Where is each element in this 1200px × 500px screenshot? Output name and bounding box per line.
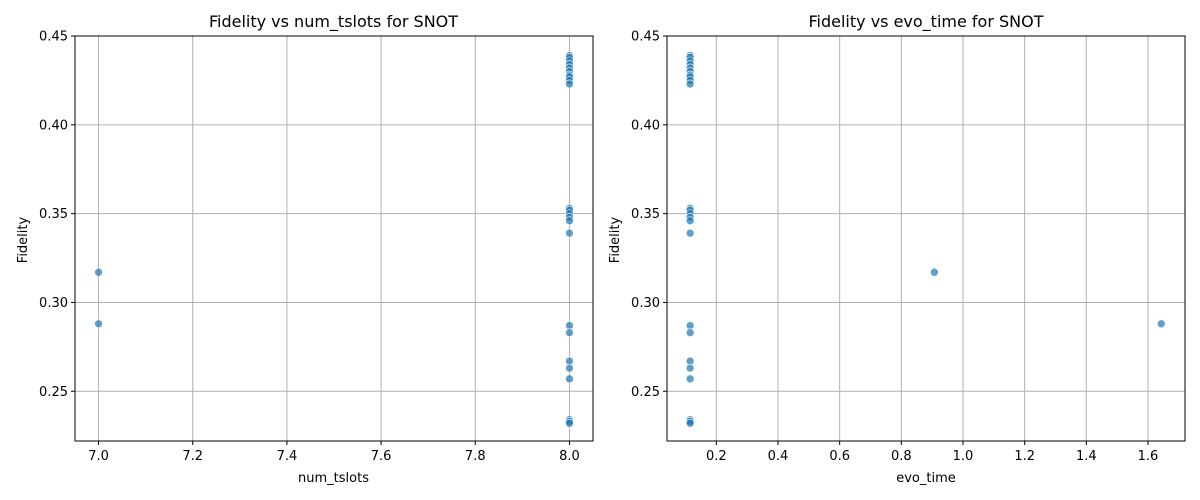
- left-y-tick-label: 0.45: [39, 30, 68, 45]
- right-axes-frame: [666, 35, 1186, 442]
- left-data-point: [565, 374, 574, 384]
- right-grid: [667, 35, 1185, 441]
- left-x-tick-label: 7.2: [182, 449, 203, 464]
- right-data-point: [685, 321, 695, 330]
- left-x-axis-label: num_tslots: [298, 471, 369, 486]
- left-y-tick-label: 0.40: [39, 118, 68, 133]
- right-data-point: [685, 363, 695, 373]
- left-grid: [75, 35, 593, 441]
- right-data-point: [685, 79, 695, 89]
- right-x-tick-label: 0.8: [891, 449, 912, 464]
- right-y-tick-label: 0.45: [631, 30, 660, 45]
- left-x-tick-label: 8.0: [559, 449, 580, 464]
- left-y-tick-label: 0.25: [39, 385, 68, 400]
- left-x-tick-label: 7.8: [465, 449, 486, 464]
- left-data-point: [565, 363, 574, 373]
- right-chart-title: Fidelity vs evo_time for SNOT: [808, 12, 1043, 32]
- right-x-tick-label: 0.4: [768, 449, 789, 464]
- right-y-axis-label: Fidelity: [608, 216, 623, 263]
- right-data-points: [685, 51, 1166, 428]
- right-x-tick-label: 0.6: [829, 449, 850, 464]
- right-y-tick-label: 0.25: [631, 385, 660, 400]
- left-data-point: [565, 321, 574, 330]
- right-data-point: [685, 356, 695, 366]
- left-scatter-panel: Fidelity vs num_tslots for SNOT num_tslo…: [16, 12, 594, 486]
- left-data-point: [565, 216, 574, 226]
- left-data-point: [94, 267, 103, 277]
- right-y-tick-label: 0.35: [631, 207, 660, 222]
- left-y-tick-label: 0.30: [39, 296, 68, 311]
- left-data-points: [94, 51, 574, 428]
- right-data-point: [1156, 319, 1166, 329]
- left-data-point: [565, 418, 574, 428]
- right-x-tick-label: 1.4: [1076, 449, 1097, 464]
- left-data-point: [565, 79, 574, 89]
- right-data-point: [685, 328, 695, 337]
- right-x-tick-label: 1.6: [1138, 449, 1159, 464]
- left-x-tick-label: 7.4: [277, 449, 298, 464]
- left-chart-title: Fidelity vs num_tslots for SNOT: [209, 12, 458, 32]
- left-data-point: [94, 319, 103, 329]
- right-data-point: [685, 228, 695, 238]
- left-data-point: [565, 328, 574, 337]
- right-data-point: [930, 267, 939, 277]
- right-y-tick-label: 0.40: [631, 118, 660, 133]
- right-data-point: [685, 216, 695, 226]
- left-data-point: [565, 356, 574, 366]
- right-data-point: [685, 418, 695, 428]
- right-data-point: [685, 374, 695, 384]
- left-x-tick-label: 7.6: [371, 449, 392, 464]
- right-x-tick-label: 1.0: [953, 449, 974, 464]
- left-x-tick-label: 7.0: [88, 449, 109, 464]
- left-y-axis-label: Fidelity: [16, 216, 31, 263]
- left-y-tick-label: 0.35: [39, 207, 68, 222]
- right-scatter-panel: Fidelity vs evo_time for SNOT evo_time F…: [608, 12, 1186, 486]
- right-y-tick-label: 0.30: [631, 296, 660, 311]
- left-axes-frame: [74, 35, 594, 442]
- right-x-tick-label: 1.2: [1014, 449, 1035, 464]
- left-data-point: [565, 228, 574, 238]
- right-x-tick-label: 0.2: [706, 449, 727, 464]
- right-x-axis-label: evo_time: [896, 471, 956, 486]
